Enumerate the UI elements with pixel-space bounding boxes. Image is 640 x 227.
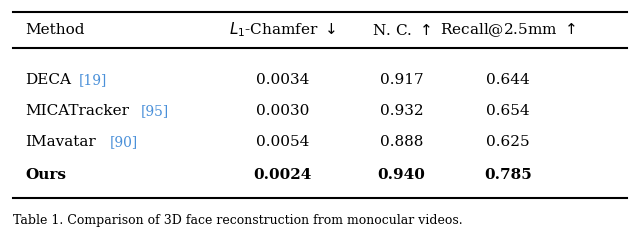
Text: 0.644: 0.644	[486, 73, 530, 87]
Text: Recall@2.5mm $\uparrow$: Recall@2.5mm $\uparrow$	[440, 21, 576, 39]
Text: 0.0024: 0.0024	[253, 168, 312, 182]
Text: $L_1$-Chamfer $\downarrow$: $L_1$-Chamfer $\downarrow$	[228, 21, 336, 39]
Text: N. C. $\uparrow$: N. C. $\uparrow$	[372, 22, 431, 37]
Text: 0.932: 0.932	[380, 104, 423, 118]
Text: DECA: DECA	[25, 73, 71, 87]
Text: Method: Method	[25, 23, 84, 37]
Text: 0.0034: 0.0034	[256, 73, 309, 87]
Text: 0.0030: 0.0030	[256, 104, 309, 118]
Text: [90]: [90]	[110, 135, 138, 149]
Text: 0.888: 0.888	[380, 135, 423, 149]
Text: Ours: Ours	[25, 168, 66, 182]
Text: 0.785: 0.785	[484, 168, 532, 182]
Text: Table 1. Comparison of 3D face reconstruction from monocular videos.: Table 1. Comparison of 3D face reconstru…	[13, 212, 462, 226]
Text: [19]: [19]	[79, 73, 107, 87]
Text: MICATracker: MICATracker	[25, 104, 129, 118]
Text: IMavatar: IMavatar	[25, 135, 96, 149]
Text: 0.940: 0.940	[378, 168, 426, 182]
Text: [95]: [95]	[141, 104, 170, 118]
Text: 0.625: 0.625	[486, 135, 530, 149]
Text: 0.0054: 0.0054	[256, 135, 309, 149]
Text: 0.917: 0.917	[380, 73, 423, 87]
Text: 0.654: 0.654	[486, 104, 530, 118]
